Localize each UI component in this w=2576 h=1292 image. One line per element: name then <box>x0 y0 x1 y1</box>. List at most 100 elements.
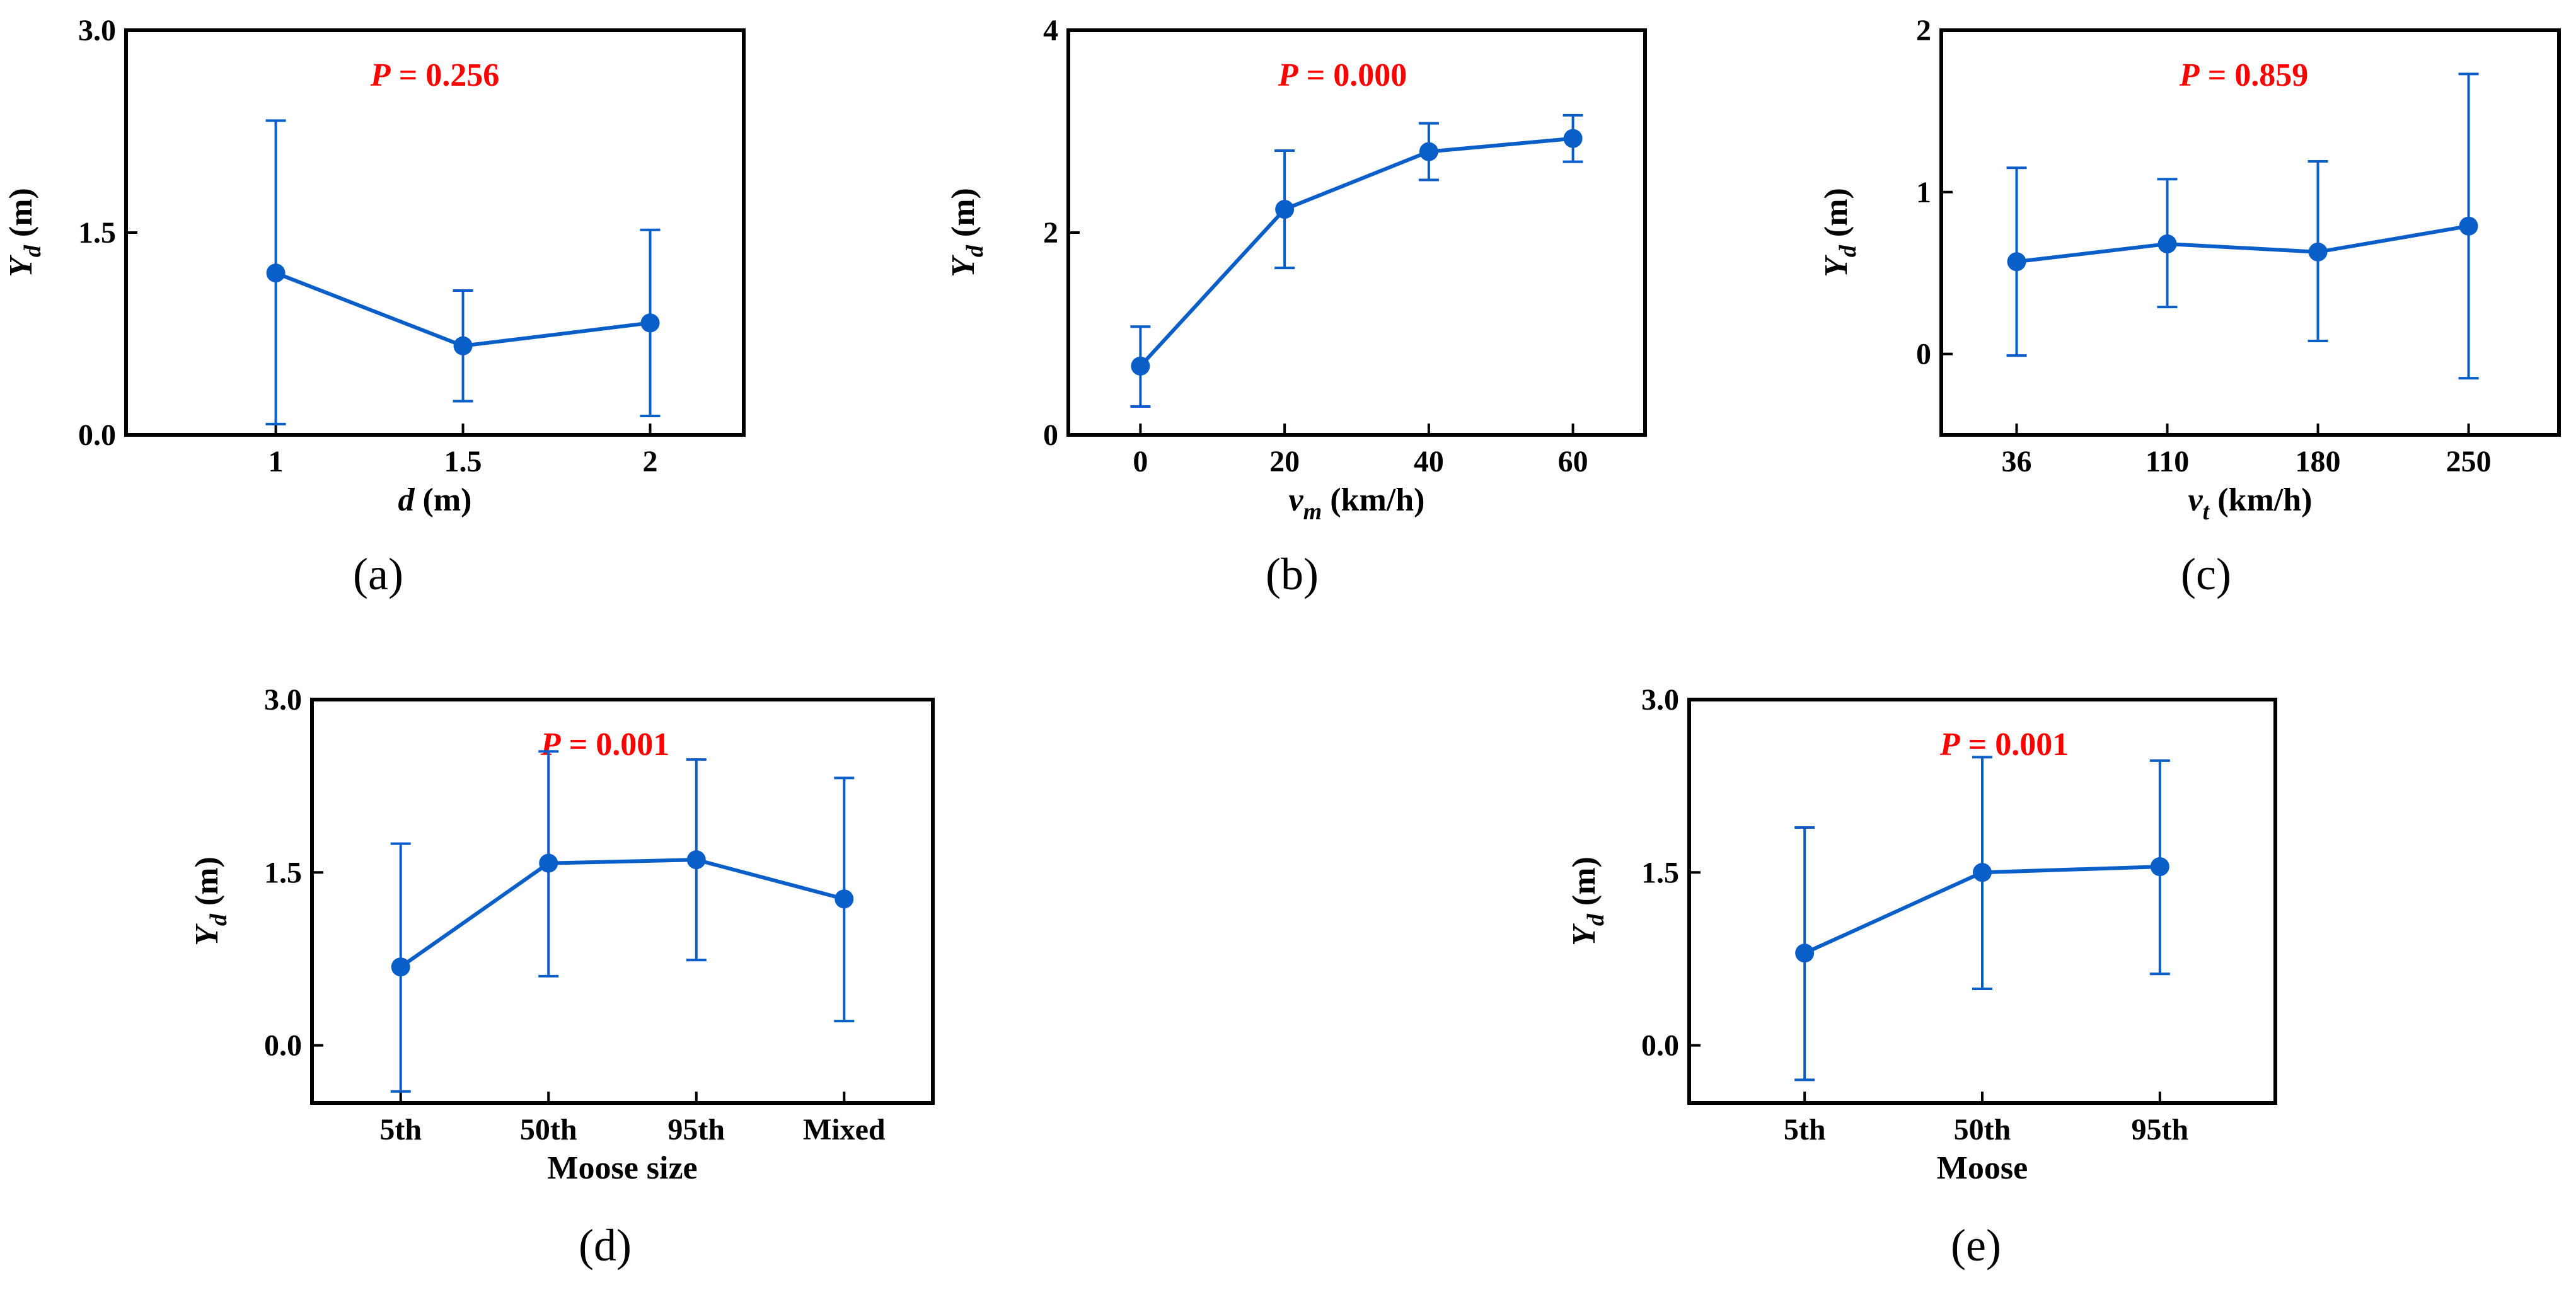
chart-panel-c: 0 1 2 36 110 180 250 vt (km/h) Yd (m) P = 0.859 (c… <box>1818 14 2561 599</box>
x-tick-label: 40 <box>1414 445 1444 478</box>
x-axis-label-main: v <box>2188 482 2203 518</box>
y-tick-label: 0.0 <box>264 1029 302 1063</box>
y-tick-label: 3.0 <box>264 683 302 717</box>
x-tick-label: 2 <box>643 445 658 478</box>
x-tick-label: Mixed <box>803 1113 886 1146</box>
chart-panel-d: 0.0 1.5 3.0 5th 50th 95th Mixed Moose size Yd (m… <box>189 683 935 1271</box>
data-point <box>1131 356 1150 376</box>
data-point <box>1419 142 1438 161</box>
panel-label: (d) <box>579 1220 632 1271</box>
x-axis-label: d (m) <box>398 482 472 518</box>
x-tick-label: 95th <box>2131 1113 2188 1146</box>
x-tick-label: 95th <box>667 1113 725 1146</box>
x-axis-label-main: d <box>398 482 415 518</box>
y-tick-label: 0 <box>1043 418 1058 452</box>
series-line <box>399 858 845 969</box>
x-tick-label: 5th <box>379 1113 422 1146</box>
x-axis-label-main: Moose size <box>547 1150 697 1186</box>
p-value-symbol: P <box>370 57 391 93</box>
data-point <box>835 889 854 909</box>
y-axis-label-unit: (m) <box>1818 188 1854 245</box>
x-axis-label-main: Moose <box>1937 1150 2028 1186</box>
y-axis-label-sub: d <box>20 245 46 257</box>
data-point <box>686 850 706 870</box>
p-value-annotation: P = 0.256 <box>370 57 499 93</box>
y-axis-label-unit: (m) <box>189 857 225 914</box>
p-value-symbol: P <box>2179 57 2200 93</box>
data-point <box>539 853 558 873</box>
data-point <box>1275 200 1295 219</box>
data-point <box>266 263 286 283</box>
x-tick-label: 250 <box>2446 445 2492 478</box>
y-axis-label-sub: d <box>962 245 988 257</box>
x-axis-label: vm (km/h) <box>1289 482 1425 525</box>
p-value-symbol: P <box>1939 727 1961 763</box>
y-axis-label-main: Y <box>945 255 981 277</box>
p-value-annotation: P = 0.001 <box>1939 727 2069 763</box>
y-tick-label: 0 <box>1916 338 1931 371</box>
y-tick-label: 4 <box>1043 14 1058 47</box>
y-axis-label-unit: (m) <box>3 188 39 245</box>
y-tick-label: 3.0 <box>78 14 116 47</box>
data-point <box>2157 234 2177 253</box>
x-axis-label-unit: (m) <box>415 482 472 518</box>
data-point <box>453 336 473 355</box>
p-value-annotation: P = 0.859 <box>2179 57 2308 93</box>
chart-panel-e: 0.0 1.5 3.0 5th 50th 95th Moose Yd (m) P = 0.001… <box>1566 683 2277 1271</box>
x-axis-label-sub: t <box>2203 499 2210 525</box>
y-tick-label: 1.5 <box>1641 856 1679 889</box>
y-axis-label: Yd (m) <box>3 188 46 277</box>
x-axis-label-unit: (km/h) <box>2209 482 2312 518</box>
y-axis-label-sub: d <box>1835 245 1861 257</box>
data-point <box>1973 863 1992 882</box>
y-tick-label: 3.0 <box>1641 683 1679 717</box>
plot-frame <box>1939 28 2561 437</box>
x-tick-label: 20 <box>1269 445 1300 478</box>
data-point <box>1563 129 1583 148</box>
y-axis-label-sub: d <box>1583 913 1609 926</box>
x-tick-label: 1 <box>269 445 284 478</box>
x-tick-label: 36 <box>2002 445 2032 478</box>
x-tick-label: 50th <box>520 1113 577 1146</box>
p-value-symbol: P <box>540 727 562 763</box>
y-axis-label-main: Y <box>1818 255 1854 277</box>
panel-label: (b) <box>1266 549 1319 599</box>
p-value-text: = 0.001 <box>561 727 670 763</box>
chart-panel-a: 0.01.53.01 1.5 2d (m)Yd (m)P = 0.256(a) <box>3 14 746 599</box>
x-axis-label-unit: (km/h) <box>1322 482 1424 518</box>
p-value-text: = 0.859 <box>2200 57 2309 93</box>
x-axis-label-sub: m <box>1303 499 1322 525</box>
x-axis-label: vt (km/h) <box>2188 482 2313 525</box>
x-axis-label-main: v <box>1289 482 1304 518</box>
x-tick-label: 60 <box>1558 445 1588 478</box>
y-tick-label: 0.0 <box>78 418 116 452</box>
y-tick-label: 2 <box>1916 14 1931 47</box>
y-axis-label-main: Y <box>1566 923 1602 946</box>
x-axis-label: Moose size <box>547 1150 697 1186</box>
y-tick-label: 0.0 <box>1641 1029 1679 1063</box>
p-value-text: = 0.000 <box>1298 57 1407 93</box>
y-axis-label-unit: (m) <box>1566 857 1602 914</box>
x-tick-label: 180 <box>2296 445 2341 478</box>
y-tick-label: 2 <box>1043 216 1058 250</box>
y-axis-label-unit: (m) <box>945 188 981 245</box>
data-point <box>2308 242 2328 262</box>
y-axis-label-main: Y <box>189 923 225 946</box>
p-value-symbol: P <box>1278 57 1299 93</box>
x-tick-label: 1.5 <box>444 445 482 478</box>
data-point <box>391 957 410 977</box>
y-tick-label: 1 <box>1916 176 1931 209</box>
panel-label: (c) <box>2181 549 2231 599</box>
x-tick-label: 50th <box>1954 1113 2011 1146</box>
y-axis-label: Yd (m) <box>945 188 988 277</box>
data-point <box>2007 252 2026 272</box>
x-axis-label: Moose <box>1937 1150 2028 1186</box>
data-point <box>640 313 660 333</box>
panel-label: (e) <box>1951 1220 2001 1271</box>
x-tick-label: 110 <box>2146 445 2189 478</box>
plot-frame <box>310 698 935 1105</box>
y-axis-label: Yd (m) <box>1566 857 1609 946</box>
data-point <box>2459 216 2478 236</box>
x-tick-label: 0 <box>1133 445 1148 478</box>
